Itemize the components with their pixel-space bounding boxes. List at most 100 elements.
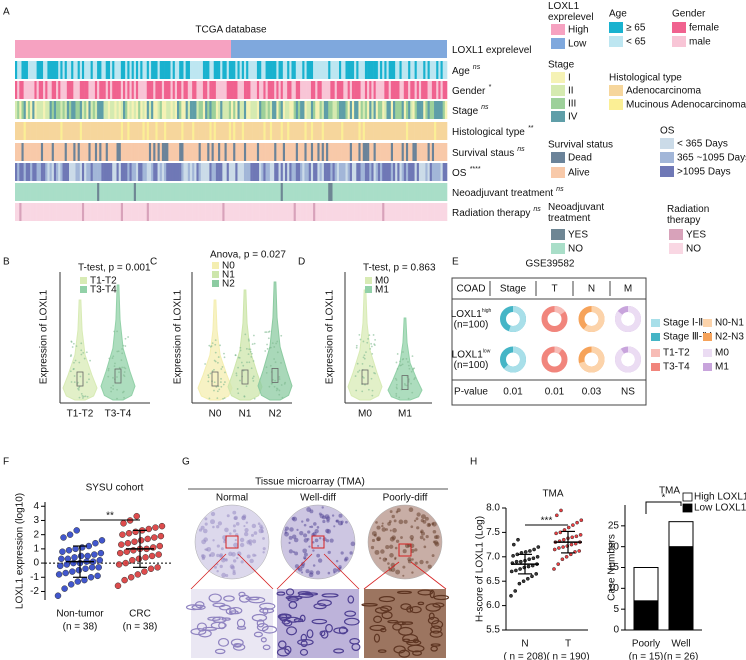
tissue-dot: [242, 514, 247, 519]
tissue-dot: [262, 547, 266, 551]
legend-swatch: [669, 229, 683, 240]
heatmap-cell: [380, 143, 383, 161]
heatmap-cell: [390, 61, 394, 79]
zoom-cell: [300, 640, 308, 648]
heatmap-cell: [440, 203, 443, 221]
tissue-dot: [239, 542, 245, 548]
heatmap-cell: [131, 101, 135, 119]
heatmap-cell: [351, 122, 355, 140]
heatmap-cell: [75, 183, 78, 201]
heatmap-cell: [403, 143, 407, 161]
tissue-dot: [338, 513, 343, 518]
heatmap-cell: [218, 81, 221, 99]
x-tick-label: M1: [398, 409, 412, 420]
heatmap-cell: [166, 163, 169, 181]
heatmap-cell: [243, 163, 247, 181]
heatmap-cell: [388, 61, 392, 79]
data-point: [552, 547, 557, 552]
heatmap-cell: [25, 163, 29, 181]
heatmap-cell: [166, 143, 169, 161]
heatmap-cell: [401, 122, 405, 140]
heatmap-cell: [205, 143, 208, 161]
heatmap-cell: [138, 203, 141, 221]
tissue-dot: [392, 528, 397, 533]
zoom-cell: [236, 618, 246, 628]
heatmap-cell: [99, 101, 102, 119]
violin-dot: [234, 354, 237, 357]
violin-dot: [117, 350, 120, 353]
heatmap-cell: [209, 81, 212, 99]
heatmap-cell: [388, 101, 392, 119]
data-point: [525, 576, 530, 581]
heatmap-cell: [25, 143, 29, 161]
heatmap-cell: [326, 81, 329, 99]
heatmap-cell: [354, 122, 357, 140]
heatmap-cell: [86, 61, 89, 79]
violin-dot: [269, 346, 271, 349]
heatmap-cell: [185, 122, 189, 140]
heatmap-cell: [159, 143, 163, 161]
tissue-dot: [433, 540, 439, 545]
heatmap-cell: [166, 122, 169, 140]
heatmap-cell: [146, 61, 150, 79]
heatmap-cell: [280, 183, 284, 201]
tissue-dot: [233, 516, 237, 520]
heatmap-cell: [189, 163, 193, 181]
legend-swatch: [672, 22, 686, 33]
data-point: [509, 569, 514, 574]
heatmap-cell: [278, 163, 281, 181]
heatmap-cell: [45, 183, 48, 201]
heatmap-cell: [92, 163, 96, 181]
heatmap-cell: [192, 143, 195, 161]
heatmap-cell: [267, 163, 271, 181]
heatmap-cell: [259, 143, 262, 161]
zoom-cell: [236, 625, 247, 630]
heatmap-cell: [161, 163, 165, 181]
row-name: OS: [452, 168, 467, 179]
x-tick-label: Well: [671, 639, 690, 650]
heatmap-cell: [131, 61, 135, 79]
heatmap-cell: [405, 61, 409, 79]
heatmap-cell: [434, 183, 437, 201]
heatmap-cell: [265, 81, 269, 99]
tissue-dot: [400, 536, 403, 539]
zoom-cell: [417, 601, 425, 606]
test-label: T-test, p = 0.863: [363, 263, 436, 274]
heatmap-cell: [146, 183, 150, 201]
heatmap-cell: [239, 61, 243, 79]
heatmap-cell: [442, 61, 446, 79]
heatmap-cell: [405, 183, 409, 201]
heatmap-cell: [183, 203, 186, 221]
heatmap-cell: [207, 122, 210, 140]
heatmap-cell: [226, 143, 230, 161]
heatmap-cell: [166, 101, 169, 119]
heatmap-cell: [209, 143, 212, 161]
violin-dot: [213, 368, 215, 371]
tissue-dot: [229, 532, 232, 535]
heatmap-cell: [151, 203, 154, 221]
zoom-cell: [306, 629, 314, 639]
heatmap-cell: [356, 143, 359, 161]
violin-dot: [253, 342, 256, 345]
heatmap-cell: [211, 81, 215, 99]
heatmap-cell: [436, 101, 439, 119]
heatmap-cell: [390, 101, 394, 119]
heatmap-cell: [416, 122, 420, 140]
heatmap-cell: [295, 163, 299, 181]
zoom-cell: [344, 610, 357, 617]
heatmap-cell: [103, 81, 107, 99]
zoom-cell: [253, 631, 263, 638]
heatmap-cell: [276, 163, 279, 181]
heatmap-cell: [123, 203, 126, 221]
zoom-cell: [300, 633, 308, 643]
heatmap-cell: [45, 143, 48, 161]
heatmap-cell: [362, 183, 366, 201]
heatmap-cell: [94, 163, 98, 181]
heatmap-cell: [170, 183, 173, 201]
heatmap-cell: [30, 61, 33, 79]
zoom-cell: [374, 607, 389, 614]
heatmap-cell: [278, 203, 281, 221]
heatmap-cell: [133, 163, 137, 181]
heatmap-cell: [241, 163, 245, 181]
heatmap-cell: [75, 81, 78, 99]
